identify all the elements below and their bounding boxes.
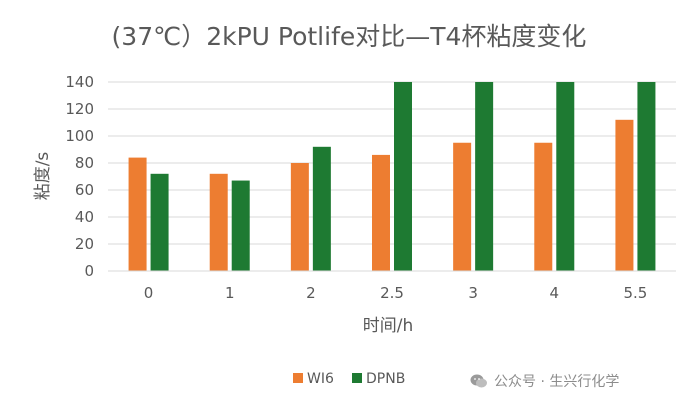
y-tick-label: 40 (75, 208, 94, 226)
y-axis-title: 粘度/s (33, 152, 53, 201)
legend-label-wi6: WI6 (307, 371, 334, 387)
x-axis-title: 时间/h (363, 316, 414, 336)
x-tick-label: 0 (144, 284, 154, 302)
y-axis-ticks: 0 20 40 60 80 100 120 140 (65, 73, 94, 280)
bar-dpnb-5.5 (637, 82, 656, 271)
y-tick-label: 100 (65, 127, 94, 145)
gridlines (108, 81, 676, 245)
legend-label-dpnb: DPNB (366, 371, 405, 387)
bars (128, 82, 656, 271)
bar-dpnb-3 (475, 82, 494, 271)
legend: WI6 DPNB (293, 371, 405, 387)
x-tick-label: 2.5 (380, 284, 404, 302)
bar-wi6-2 (290, 163, 309, 271)
x-tick-label: 3 (468, 284, 478, 302)
wechat-icon (470, 374, 487, 388)
x-tick-label: 1 (225, 284, 235, 302)
bar-wi6-3 (453, 142, 472, 271)
bar-wi6-2.5 (372, 154, 390, 271)
x-tick-label: 4 (550, 284, 560, 302)
bar-dpnb-0 (150, 173, 169, 271)
x-tick-label: 2 (306, 284, 316, 302)
bar-wi6-1 (209, 173, 228, 271)
y-tick-label: 120 (65, 100, 94, 118)
x-axis-ticks: 0 1 2 2.5 3 4 5.5 (144, 284, 648, 302)
bar-dpnb-1 (231, 180, 250, 271)
chart-title: (37℃）2kPU Potlife对比—T4杯粘度变化 (112, 22, 587, 51)
bar-wi6-4 (534, 142, 553, 271)
watermark-text: 公众号 · 生兴行化学 (494, 374, 620, 390)
bar-dpnb-2.5 (394, 82, 412, 271)
bar-wi6-0 (128, 157, 147, 271)
y-tick-label: 80 (75, 154, 94, 172)
y-tick-label: 140 (65, 73, 94, 91)
y-tick-label: 0 (84, 262, 94, 280)
watermark: 公众号 · 生兴行化学 (470, 370, 619, 392)
y-tick-label: 20 (75, 235, 94, 253)
bar-dpnb-2 (312, 146, 331, 271)
y-tick-label: 60 (75, 181, 94, 199)
bar-wi6-5.5 (615, 119, 634, 271)
legend-swatch-wi6 (293, 373, 303, 383)
legend-swatch-dpnb (352, 373, 362, 383)
bar-dpnb-4 (556, 82, 575, 271)
x-tick-label: 5.5 (623, 284, 647, 302)
